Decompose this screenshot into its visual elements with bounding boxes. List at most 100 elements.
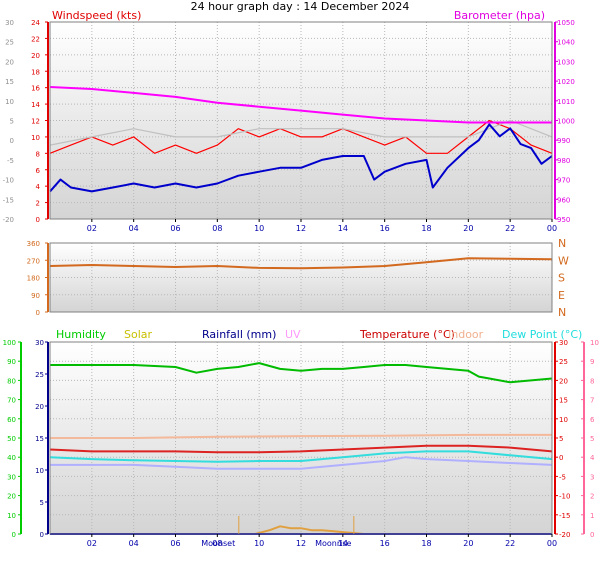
wind-axis-tick-8: 8 xyxy=(36,150,40,158)
humidity-axis-tick-3: 70 xyxy=(7,397,16,405)
temp-chart-xlabel-16: 16 xyxy=(380,539,390,548)
far-left-axis-tick-0: 30 xyxy=(5,19,14,27)
wind-chart-xlabel-20: 20 xyxy=(463,224,473,233)
dir-chart-frame xyxy=(49,242,553,313)
humidity-axis-tick-8: 20 xyxy=(7,493,16,501)
humidity-axis-tick-5: 50 xyxy=(7,435,16,443)
legend-dewpoint: Dew Point (°C) xyxy=(502,328,582,341)
far-left-axis-tick-3: 15 xyxy=(5,78,14,86)
baro-axis-tick-6: 990 xyxy=(557,137,570,145)
rain-axis-tick-6: 0 xyxy=(40,531,44,539)
humidity-axis-tick-7: 30 xyxy=(7,473,16,481)
temp-axis-tick-4: 10 xyxy=(559,416,568,424)
temp-chart-xlabel-10: 10 xyxy=(254,539,264,548)
legend-temperature: Temperature (°C) xyxy=(359,328,455,341)
dir-axis-tick-4: 0 xyxy=(36,309,40,317)
wind-chart-xlabel-04: 04 xyxy=(129,224,139,233)
temp-axis-tick-9: -15 xyxy=(559,512,570,520)
temp-axis-tick-2: 20 xyxy=(559,377,568,385)
wind-axis-tick-2: 20 xyxy=(31,52,40,60)
wind-chart-xlabel-02: 02 xyxy=(87,224,97,233)
temp-chart-xlabel-22: 22 xyxy=(505,539,515,548)
temp-axis-tick-10: -20 xyxy=(559,531,570,539)
wind-axis-tick-7: 10 xyxy=(31,134,40,142)
legend-rainfall: Rainfall (mm) xyxy=(202,328,276,341)
uv-axis-tick-4: 6 xyxy=(590,416,595,424)
temp-chart-xlabel-18: 18 xyxy=(421,539,431,548)
uv-axis-tick-10: 0 xyxy=(590,531,594,539)
compass-label-0: N xyxy=(558,237,566,250)
temp-chart-xlabel-02: 02 xyxy=(87,539,97,548)
wind-chart-xlabel-10: 10 xyxy=(254,224,264,233)
wind-series-3 xyxy=(49,86,552,124)
far-left-axis-tick-7: -5 xyxy=(7,157,14,165)
temp-axis-tick-6: 0 xyxy=(559,454,563,462)
rain-axis-tick-3: 15 xyxy=(35,435,44,443)
baro-axis-tick-7: 980 xyxy=(557,157,570,165)
legend-humidity: Humidity xyxy=(56,328,106,341)
wind-chart-xlabel-16: 16 xyxy=(380,224,390,233)
moonset-label: Moonset xyxy=(201,539,235,548)
dir-axis-tick-2: 180 xyxy=(27,275,40,283)
baro-axis-tick-1: 1040 xyxy=(557,39,575,47)
far-left-axis-tick-8: -10 xyxy=(3,177,14,185)
legend-indoor: Indoor xyxy=(448,328,484,341)
legend-solar: Solar xyxy=(124,328,153,341)
baro-axis-tick-8: 970 xyxy=(557,177,570,185)
moonrise-label: Moonrise xyxy=(315,539,351,548)
temp-series-0 xyxy=(50,362,553,384)
baro-axis-tick-9: 960 xyxy=(557,196,570,204)
temp-chart-xlabel-00: 00 xyxy=(547,539,557,548)
wind-axis-tick-10: 4 xyxy=(36,183,41,191)
far-left-axis-tick-5: 5 xyxy=(10,118,14,126)
baro-axis-tick-4: 1010 xyxy=(557,98,575,106)
temp-series-2 xyxy=(50,433,552,439)
temp-axis-tick-8: -10 xyxy=(559,493,570,501)
humidity-axis-tick-0: 100 xyxy=(3,339,16,347)
wind-chart-xlabel-06: 06 xyxy=(170,224,180,233)
wind-chart-xlabel-18: 18 xyxy=(421,224,431,233)
wind-chart-xlabel-12: 12 xyxy=(296,224,306,233)
uv-axis-tick-1: 9 xyxy=(590,358,594,366)
temp-series-4 xyxy=(50,456,553,470)
uv-axis-tick-6: 4 xyxy=(590,454,595,462)
temp-chart-xlabel-08: 08 xyxy=(212,539,222,548)
temp-series-5 xyxy=(254,525,364,535)
baro-axis-tick-3: 1020 xyxy=(557,78,575,86)
temp-axis-tick-0: 30 xyxy=(559,339,568,347)
temp-chart-xlabel-12: 12 xyxy=(296,539,306,548)
wind-axis-tick-0: 24 xyxy=(31,19,40,27)
wind-series-1 xyxy=(49,119,553,146)
wind-axis-tick-1: 22 xyxy=(31,35,40,43)
uv-axis-tick-0: 10 xyxy=(590,339,599,347)
temp-series-3 xyxy=(49,450,553,463)
wind-axis-tick-4: 16 xyxy=(31,85,40,93)
temp-axis-tick-5: 5 xyxy=(559,435,563,443)
wind-chart-xlabel-22: 22 xyxy=(505,224,515,233)
baro-axis-tick-0: 1050 xyxy=(557,19,575,27)
compass-label-1: W xyxy=(558,254,569,267)
wind-chart-xlabel-00: 00 xyxy=(547,224,557,233)
far-left-axis-tick-9: -15 xyxy=(3,196,14,204)
wind-axis-tick-5: 14 xyxy=(31,101,40,109)
uv-axis-tick-3: 7 xyxy=(590,397,594,405)
baro-legend: Barometer (hpa) xyxy=(454,9,545,22)
wind-chart-xlabel-14: 14 xyxy=(338,224,348,233)
humidity-axis-tick-10: 0 xyxy=(12,531,16,539)
temp-chart-xlabel-20: 20 xyxy=(463,539,473,548)
wind-series-2 xyxy=(49,123,553,193)
far-left-axis-tick-10: -20 xyxy=(3,216,14,224)
wind-axis-tick-3: 18 xyxy=(31,68,40,76)
uv-axis-tick-2: 8 xyxy=(590,377,594,385)
dir-axis-tick-1: 270 xyxy=(27,257,40,265)
temp-chart-xlabel-04: 04 xyxy=(129,539,139,548)
baro-axis-tick-5: 1000 xyxy=(557,118,575,126)
humidity-axis-tick-6: 40 xyxy=(7,454,16,462)
wind-axis-tick-12: 0 xyxy=(36,216,40,224)
dir-axis-tick-3: 90 xyxy=(31,292,40,300)
humidity-axis-tick-9: 10 xyxy=(7,512,16,520)
humidity-axis-tick-4: 60 xyxy=(7,416,16,424)
legend-uv: UV xyxy=(285,328,301,341)
